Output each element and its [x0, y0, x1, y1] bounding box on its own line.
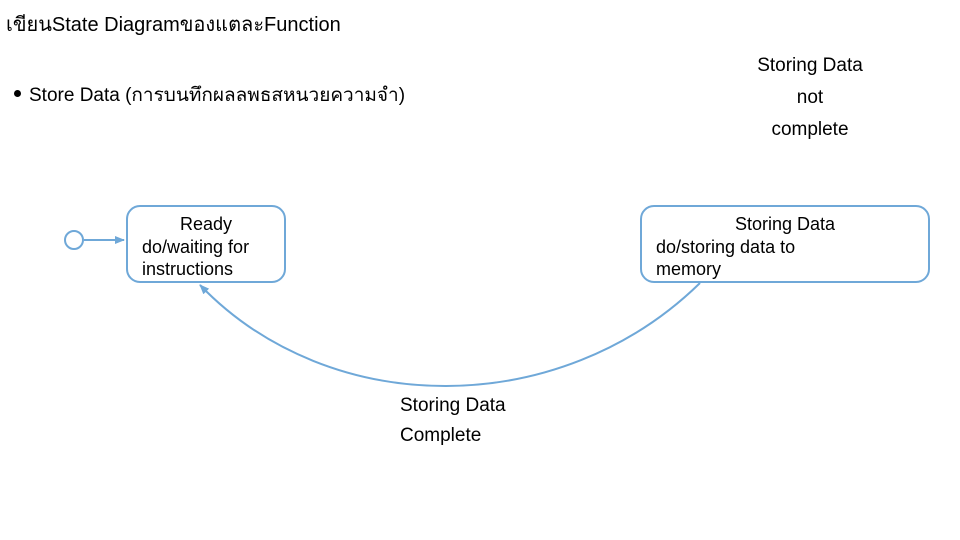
edge-label-line2: Complete — [400, 425, 506, 447]
state-storing-data: Storing Data do/storing data to memory — [640, 205, 930, 283]
state-ready: Ready do/waiting for instructions — [126, 205, 286, 283]
state-storing-line2: do/storing data to — [656, 236, 914, 259]
edge-label-storing-complete: Storing Data Complete — [400, 395, 506, 447]
bullet-text: Store Data (การบนทึกผลลพธสหนวยความจำ) — [29, 85, 405, 106]
state-storing-line1: Storing Data — [656, 213, 914, 236]
bullet-store-data: Store Data (การบนทึกผลลพธสหนวยความจำ) — [14, 80, 405, 110]
label-storing-data-not-complete: Storing Data not complete — [720, 55, 900, 141]
label-line1: Storing Data — [720, 55, 900, 77]
state-ready-line3: instructions — [142, 258, 270, 281]
edge-storing-to-ready — [200, 283, 700, 386]
page-title: เขียนState DiagramของแตละFunction — [6, 8, 341, 40]
state-ready-line2: do/waiting for — [142, 236, 270, 259]
bullet-dot-icon — [14, 90, 21, 97]
label-line3: complete — [720, 119, 900, 141]
edge-label-line1: Storing Data — [400, 395, 506, 417]
state-ready-line1: Ready — [142, 213, 270, 236]
initial-state-circle — [64, 230, 84, 250]
diagram-stage: เขียนState DiagramของแตละFunction Store … — [0, 0, 960, 540]
state-storing-line3: memory — [656, 258, 914, 281]
label-line2: not — [720, 87, 900, 109]
